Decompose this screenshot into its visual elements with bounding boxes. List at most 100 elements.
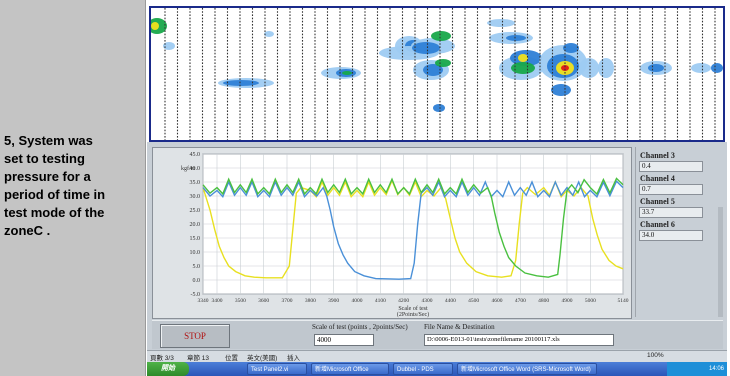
caption-line: pressure for a — [4, 169, 91, 184]
x-tick-label: 3600 — [258, 298, 269, 304]
pressure-spot — [561, 65, 569, 71]
pressure-spot — [487, 19, 515, 27]
x-tick-label: 5140 — [618, 298, 629, 304]
caption-line: test mode of the — [4, 205, 105, 220]
channel-6-value: 34.0 — [639, 230, 703, 241]
pressure-spot — [163, 42, 175, 50]
clock: 14:06 — [708, 366, 724, 372]
x-axis-label: Scale of test — [398, 305, 428, 312]
x-tick-label: 4700 — [515, 298, 526, 304]
x-tick-label: 5000 — [585, 298, 596, 304]
filename-label: File Name & Destination — [424, 323, 495, 331]
x-tick-label: 4800 — [538, 298, 549, 304]
x-tick-label: 3900 — [328, 298, 339, 304]
x-axis-sublabel: (2Points/Sec) — [397, 311, 429, 318]
x-tick-label: 3400 — [212, 298, 223, 304]
chart-series — [202, 177, 624, 280]
test-panel-window: -5.0 0.0 5.0 10.0 15.0 20.0 25.0 30.0 35.0 40.0 45… — [147, 142, 727, 376]
taskbar-item-test-panel[interactable]: Test Panel2.vi — [247, 363, 307, 375]
pressure-spot — [511, 62, 535, 74]
status-language: 英文(美國) — [247, 355, 278, 362]
start-button[interactable]: 開始 — [147, 362, 189, 376]
y-tick-label: 25.0 — [190, 208, 201, 214]
pressure-spot — [518, 54, 528, 62]
status-page: 頁數 3/3 — [150, 355, 174, 362]
y-tick-label: 20.0 — [190, 222, 201, 228]
y-axis-ticks: -5.0 0.0 5.0 10.0 15.0 20.0 25.0 30.0 35.0 40.0 45… — [190, 152, 201, 298]
channel-5-value: 33.7 — [639, 207, 703, 218]
status-position: 位置 — [225, 355, 238, 362]
series-line-3 — [202, 177, 624, 278]
pressure-spot — [551, 84, 571, 96]
pressure-heatmap-graphic — [151, 8, 723, 140]
scale-label: Scale of test (points , 2points/Sec) — [312, 323, 408, 331]
system-tray: 14:06 — [667, 362, 727, 376]
y-tick-label: 45.0 — [190, 152, 201, 158]
x-axis-ticks: 3340 3400 3500 3600 3700 3800 3900 4000 4100 4200… — [198, 298, 629, 304]
channel-4-label: Channel 4 — [640, 174, 675, 183]
status-insert: 插入 — [287, 355, 300, 362]
pressure-spot — [563, 43, 579, 53]
word-status-bar: 頁數 3/3 章節 13 位置 英文(美國) 插入 100% — [147, 350, 727, 362]
pressure-spot — [433, 104, 445, 112]
chart-grid — [202, 153, 624, 295]
pressure-chart: -5.0 0.0 5.0 10.0 15.0 20.0 25.0 30.0 35.0 40.0 45… — [152, 147, 632, 319]
y-tick-label: 15.0 — [190, 236, 201, 242]
pressure-spot — [711, 63, 723, 73]
pressure-spot — [691, 63, 711, 73]
channel-readouts: Channel 3 0.4 Channel 4 0.7 Channel 5 33… — [635, 147, 724, 317]
y-tick-label: 35.0 — [190, 180, 201, 186]
channel-4-value: 0.7 — [639, 184, 703, 195]
channel-scrollbar[interactable] — [718, 207, 723, 317]
pressure-spot — [151, 22, 159, 30]
status-section: 章節 13 — [187, 355, 210, 362]
caption-line: zoneC . — [4, 223, 51, 238]
pressure-spot — [598, 58, 614, 78]
x-tick-label: 4900 — [562, 298, 573, 304]
stop-button[interactable]: STOP — [160, 324, 230, 348]
channel-3-label: Channel 3 — [640, 151, 675, 160]
x-tick-label: 3700 — [282, 298, 293, 304]
caption-text: 5, System was set to testing pressure fo… — [4, 132, 144, 240]
x-tick-label: 4500 — [468, 298, 479, 304]
pressure-spot — [435, 59, 451, 67]
x-tick-label: 4600 — [492, 298, 503, 304]
control-bar: STOP Scale of test (points , 2points/Sec… — [152, 320, 723, 349]
taskbar-item-office[interactable]: 新增Microsoft Office — [311, 363, 389, 375]
x-tick-label: 3340 — [198, 298, 209, 304]
taskbar-item-word[interactable]: 新增Microsoft Office Word (SRS-Microsoft W… — [457, 363, 597, 375]
taskbar-item-pdf[interactable]: Dubbel - PDS — [393, 363, 453, 375]
x-tick-label: 3500 — [235, 298, 246, 304]
x-tick-label: 4100 — [375, 298, 386, 304]
sensor-chains — [164, 8, 716, 140]
zoom-level[interactable]: 100% — [647, 352, 664, 359]
windows-taskbar: 開始 Test Panel2.vi 新增Microsoft Office Dub… — [147, 362, 727, 376]
filename-input[interactable]: D:\0006-E013-01\tests\zonefilename 20100… — [424, 334, 614, 346]
caption-line: set to testing — [4, 151, 85, 166]
caption-line: 5, System was — [4, 133, 93, 148]
pressure-spot — [412, 42, 440, 54]
pressure-spot — [648, 64, 664, 72]
y-tick-label: 30.0 — [190, 194, 201, 200]
y-tick-label: 5.0 — [193, 264, 201, 270]
caption-line: period of time in — [4, 187, 106, 202]
pressure-spot — [342, 71, 352, 75]
pressure-chart-svg: -5.0 0.0 5.0 10.0 15.0 20.0 25.0 30.0 35.0 40.0 45… — [181, 152, 629, 318]
x-tick-label: 4200 — [398, 298, 409, 304]
channel-6-label: Channel 6 — [640, 220, 675, 229]
x-tick-label: 4300 — [422, 298, 433, 304]
y-tick-label: 0.0 — [193, 278, 201, 284]
y-axis-label: kgf/m — [181, 165, 196, 172]
scale-input[interactable]: 4000 — [314, 334, 374, 346]
channel-3-value: 0.4 — [639, 161, 703, 172]
caption-panel: 5, System was set to testing pressure fo… — [0, 0, 146, 376]
y-tick-label: 10.0 — [190, 250, 201, 256]
pressure-spot — [223, 80, 259, 86]
channel-5-label: Channel 5 — [640, 197, 675, 206]
pressure-spot — [431, 31, 451, 41]
pressure-spot — [506, 35, 526, 41]
heat-blobs — [151, 18, 723, 112]
x-tick-label: 3800 — [305, 298, 316, 304]
pressure-spot — [264, 31, 274, 37]
pressure-spot — [579, 58, 599, 78]
